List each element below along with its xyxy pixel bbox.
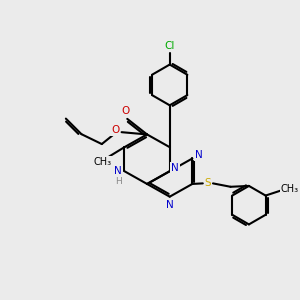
Text: O: O: [121, 106, 129, 116]
Text: CH₃: CH₃: [94, 157, 112, 167]
Text: H: H: [115, 178, 122, 187]
Text: N: N: [166, 200, 174, 210]
Text: N: N: [114, 166, 122, 176]
Text: CH₃: CH₃: [280, 184, 299, 194]
Text: S: S: [205, 178, 211, 188]
Text: O: O: [111, 125, 119, 135]
Text: N: N: [171, 163, 179, 173]
Text: N: N: [195, 150, 203, 160]
Text: Cl: Cl: [164, 41, 175, 52]
